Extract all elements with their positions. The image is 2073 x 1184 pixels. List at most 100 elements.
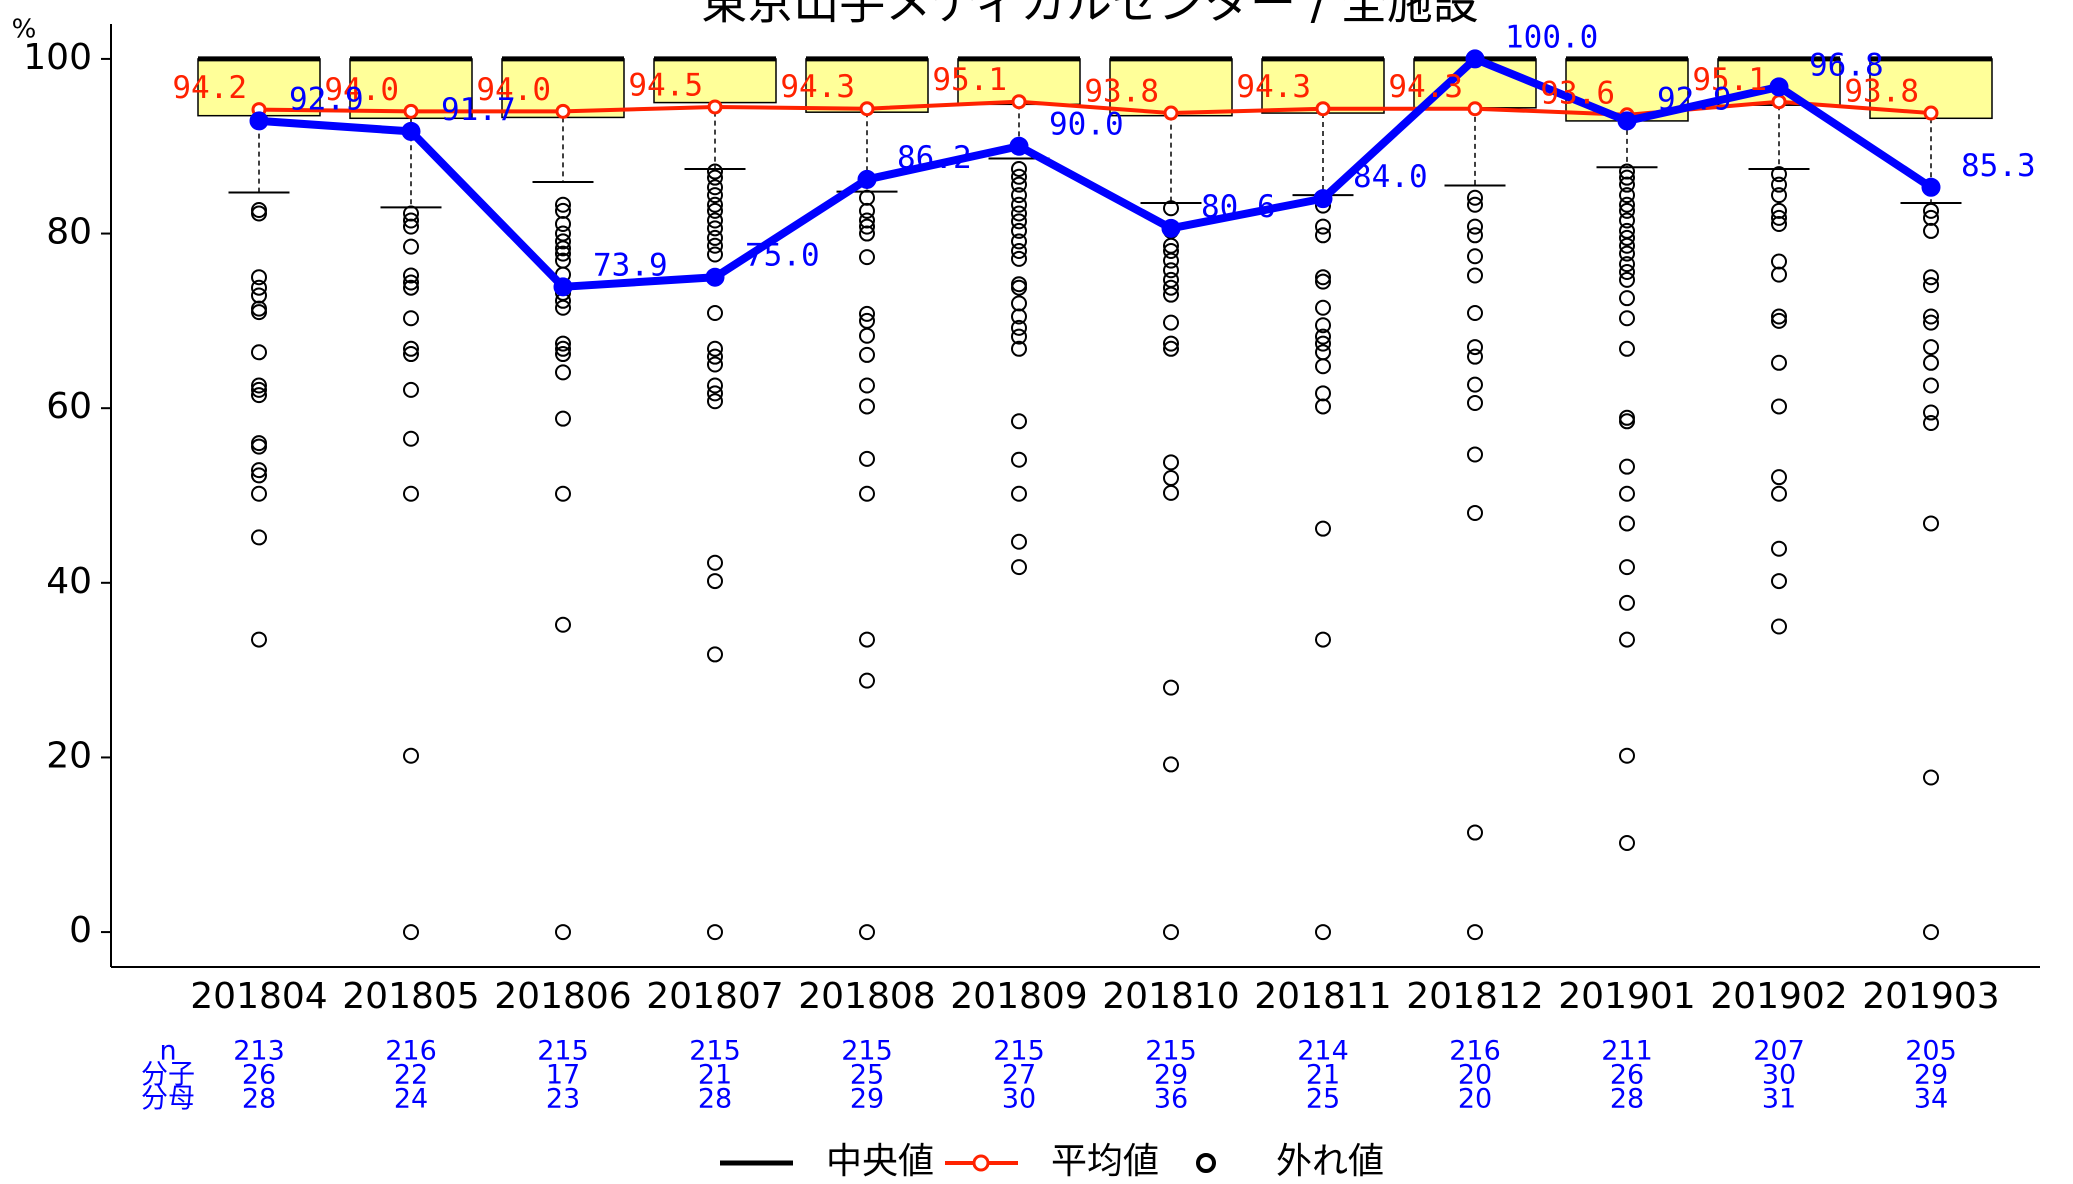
y-tick-label: 100: [23, 37, 92, 78]
outlier: [1011, 250, 1027, 267]
table-cell: 30: [1762, 1060, 1796, 1091]
outlier: [859, 327, 875, 344]
outlier: [859, 202, 875, 219]
outlier: [555, 240, 571, 257]
table-cell: 20: [1458, 1084, 1492, 1115]
outlier: [251, 485, 267, 502]
table-cell: 36: [1154, 1084, 1188, 1115]
outlier: [1011, 205, 1027, 222]
table-cell: 29: [850, 1084, 884, 1115]
x-tick-label: 201809: [950, 976, 1087, 1017]
value-point: [705, 267, 725, 287]
outlier: [403, 267, 419, 284]
outlier: [1315, 924, 1331, 941]
outlier: [403, 747, 419, 764]
outlier: [1619, 229, 1635, 246]
value-point: [401, 121, 421, 141]
outlier: [707, 377, 723, 394]
value-line: [258, 54, 1934, 291]
x-tick-label: 201810: [1102, 976, 1239, 1017]
outlier: [1315, 631, 1331, 648]
chart-title: 東京山手メディカルセンター / 全施設: [701, 0, 1479, 30]
outlier: [1619, 559, 1635, 576]
outlier: [1467, 394, 1483, 411]
outlier: [1163, 470, 1179, 487]
outlier: [707, 187, 723, 204]
outlier: [251, 462, 267, 479]
outlier: [1771, 215, 1787, 232]
mean-point: [1771, 94, 1787, 110]
outlier: [1467, 267, 1483, 284]
table-cell: 205: [1905, 1036, 1957, 1067]
value-point: [1769, 77, 1789, 97]
outlier: [555, 410, 571, 427]
outlier: [859, 631, 875, 648]
outlier: [1315, 269, 1331, 286]
outlier: [1011, 160, 1027, 177]
legend-label: 平均値: [1051, 1141, 1159, 1182]
outlier: [1923, 339, 1939, 356]
outlier: [1923, 202, 1939, 219]
outlier: [1619, 187, 1635, 204]
outlier: [1619, 290, 1635, 307]
y-axis-label: %: [12, 15, 37, 45]
outlier: [1011, 168, 1027, 185]
outlier: [555, 335, 571, 352]
outlier: [707, 212, 723, 229]
y-tick-label: 20: [46, 735, 92, 776]
outlier: [707, 196, 723, 213]
outlier: [859, 189, 875, 206]
value-point: [1161, 218, 1181, 238]
outlier: [1619, 340, 1635, 357]
value-label: 92.9: [289, 81, 364, 117]
outlier: [707, 179, 723, 196]
outlier: [1619, 594, 1635, 611]
table-cell: 21: [1306, 1060, 1340, 1091]
outlier: [555, 299, 571, 316]
outlier: [403, 346, 419, 363]
outlier: [1771, 354, 1787, 371]
outlier: [1467, 446, 1483, 463]
mean-label: 94.3: [1236, 69, 1311, 105]
outlier: [403, 310, 419, 327]
outlier: [1771, 485, 1787, 502]
outlier: [1619, 413, 1635, 430]
outlier: [1011, 559, 1027, 576]
outlier: [1011, 233, 1027, 250]
table-cell: 29: [1914, 1060, 1948, 1091]
outlier: [251, 304, 267, 321]
mean-point: [1011, 94, 1027, 110]
outlier: [1771, 253, 1787, 270]
outlier: [1619, 256, 1635, 273]
outlier: [1467, 189, 1483, 206]
x-tick-label: 201903: [1862, 976, 1999, 1017]
value-label: 91.7: [441, 92, 516, 128]
outlier: [707, 237, 723, 254]
outlier: [1011, 176, 1027, 193]
outlier: [1771, 540, 1787, 557]
outlier: [859, 377, 875, 394]
outlier: [707, 385, 723, 402]
table-cell: 215: [537, 1036, 589, 1067]
outlier: [1163, 340, 1179, 357]
legend-label: 外れ値: [1276, 1141, 1384, 1182]
x-tick-label: 201901: [1558, 976, 1695, 1017]
outlier: [1619, 263, 1635, 280]
outlier: [707, 573, 723, 590]
table-cell: 22: [394, 1060, 428, 1091]
outlier: [1771, 209, 1787, 226]
table-cell: 215: [689, 1036, 741, 1067]
value-point: [1921, 177, 1941, 197]
outlier: [403, 485, 419, 502]
table-row-label: 分子: [141, 1060, 195, 1091]
outlier: [1467, 924, 1483, 941]
outlier: [1011, 485, 1027, 502]
outlier: [403, 279, 419, 296]
outlier: [1467, 196, 1483, 213]
outlier: [1163, 243, 1179, 260]
legend-mean-point: [972, 1154, 990, 1172]
outlier: [1619, 515, 1635, 532]
outlier: [1315, 344, 1331, 361]
outlier: [1619, 176, 1635, 193]
outlier: [1467, 227, 1483, 244]
